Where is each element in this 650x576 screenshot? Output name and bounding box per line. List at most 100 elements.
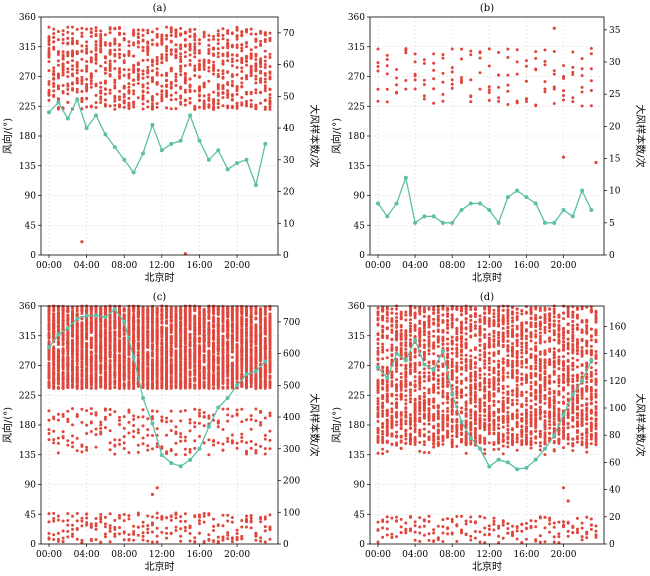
- scatter-point: [127, 325, 131, 329]
- scatter-point: [543, 63, 547, 67]
- scatter-point: [94, 56, 98, 60]
- scatter-point: [441, 56, 445, 60]
- scatter-point: [197, 105, 201, 109]
- scatter-point: [141, 520, 145, 524]
- scatter-point: [127, 358, 131, 362]
- scatter-point: [146, 75, 150, 79]
- scatter-point: [89, 27, 93, 31]
- scatter-point: [235, 34, 239, 38]
- scatter-point: [165, 319, 169, 323]
- scatter-point: [47, 42, 51, 46]
- sample-count-point: [413, 220, 418, 225]
- scatter-point: [99, 317, 103, 321]
- scatter-point: [580, 85, 584, 89]
- scatter-point: [61, 55, 65, 59]
- scatter-point: [61, 414, 65, 418]
- scatter-point: [75, 71, 79, 75]
- scatter-point: [230, 53, 234, 57]
- scatter-point: [71, 333, 75, 337]
- scatter-point: [56, 355, 60, 359]
- x-tick-label: 16:00: [513, 261, 539, 271]
- scatter-point: [127, 101, 131, 105]
- scatter-point: [174, 425, 178, 429]
- scatter-point: [71, 310, 75, 314]
- scatter-point: [216, 83, 220, 87]
- scatter-point: [66, 529, 70, 533]
- scatter-point: [113, 410, 117, 414]
- scatter-point: [221, 37, 225, 41]
- scatter-point: [47, 88, 51, 92]
- scatter-point: [122, 513, 126, 517]
- scatter-point: [52, 84, 56, 88]
- scatter-point: [47, 52, 51, 56]
- scatter-point: [80, 344, 84, 348]
- scatter-point: [132, 54, 136, 58]
- scatter-point: [141, 531, 145, 535]
- scatter-point: [56, 59, 60, 63]
- scatter-point: [179, 100, 183, 104]
- scatter-point: [52, 429, 56, 433]
- scatter-point: [99, 338, 103, 342]
- scatter-point: [80, 407, 84, 411]
- scatter-point: [259, 65, 263, 69]
- x-tick-label: 12:00: [149, 261, 175, 271]
- scatter-point: [108, 360, 112, 364]
- scatter-point: [61, 67, 65, 71]
- scatter-point: [113, 330, 117, 334]
- scatter-point: [99, 328, 103, 332]
- scatter-point: [108, 386, 112, 390]
- scatter-point: [589, 79, 593, 83]
- scatter-point: [89, 420, 93, 424]
- scatter-point: [80, 89, 84, 93]
- scatter-point: [85, 105, 89, 109]
- scatter-point: [249, 55, 253, 59]
- scatter-point: [99, 322, 103, 326]
- scatter-point: [165, 106, 169, 110]
- scatter-point: [118, 71, 122, 75]
- scatter-point: [244, 30, 248, 34]
- scatter-point: [155, 35, 159, 39]
- scatter-point: [216, 29, 220, 33]
- scatter-point: [103, 525, 107, 529]
- scatter-point: [47, 313, 51, 317]
- scatter-point: [150, 384, 154, 388]
- scatter-point: [165, 433, 169, 437]
- scatter-point: [94, 445, 98, 449]
- scatter-point: [146, 319, 150, 323]
- scatter-point: [169, 34, 173, 38]
- scatter-point: [61, 327, 65, 331]
- scatter-point: [240, 69, 244, 73]
- scatter-point: [75, 63, 79, 67]
- scatter-point: [216, 98, 220, 102]
- sample-count-point: [131, 170, 136, 175]
- scatter-point: [254, 77, 258, 81]
- scatter-point: [118, 339, 122, 343]
- scatter-point: [155, 516, 159, 520]
- scatter-point: [99, 376, 103, 380]
- scatter-point: [94, 538, 98, 542]
- scatter-point: [183, 103, 187, 107]
- scatter-point: [160, 355, 164, 359]
- scatter-point: [85, 69, 89, 73]
- scatter-point: [122, 99, 126, 103]
- scatter-point: [169, 419, 173, 423]
- scatter-point: [118, 353, 122, 357]
- scatter-point: [160, 345, 164, 349]
- scatter-point: [165, 321, 169, 325]
- scatter-point: [207, 38, 211, 42]
- scatter-point: [75, 356, 79, 360]
- sample-count-point: [394, 201, 399, 206]
- scatter-point: [122, 378, 126, 382]
- scatter-point: [66, 87, 70, 91]
- scatter-point: [52, 511, 56, 515]
- scatter-point: [118, 31, 122, 35]
- scatter-point: [127, 517, 131, 521]
- scatter-point: [552, 69, 556, 73]
- scatter-point: [71, 374, 75, 378]
- scatter-point: [61, 33, 65, 37]
- scatter-point: [160, 365, 164, 369]
- scatter-point: [56, 531, 60, 535]
- scatter-point: [150, 350, 154, 354]
- scatter-point: [89, 34, 93, 38]
- scatter-point: [122, 68, 126, 72]
